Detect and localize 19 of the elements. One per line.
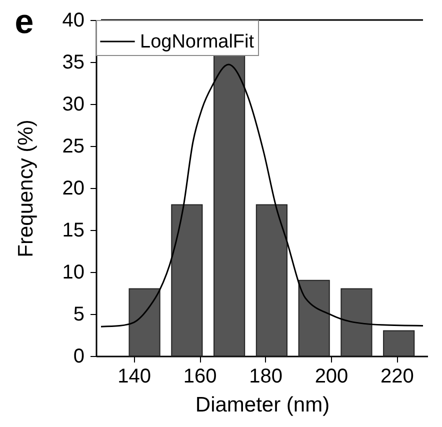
y-tick-label: 0 <box>73 346 84 368</box>
y-tick-label: 35 <box>62 52 84 74</box>
y-tick-label: 10 <box>62 262 84 284</box>
y-tick-label: 20 <box>62 178 84 200</box>
line-series <box>100 64 424 328</box>
y-tick-label: 15 <box>62 220 84 242</box>
y-tick-label: 25 <box>62 136 84 158</box>
y-axis-title: Frequency (%) <box>14 120 38 258</box>
x-tick-label: 200 <box>314 366 348 388</box>
x-tick-label: 160 <box>183 366 217 388</box>
x-axis-title: Diameter (nm) <box>195 394 330 416</box>
x-tick-label: 220 <box>380 366 414 388</box>
legend-label: LogNormalFit <box>140 32 255 52</box>
y-tick-label: 5 <box>73 304 84 326</box>
chart-title: e <box>14 3 34 41</box>
y-tick-label: 40 <box>62 10 84 32</box>
x-tick-label: 180 <box>249 366 282 388</box>
x-tick-label: 140 <box>118 366 152 388</box>
y-tick-label: 30 <box>62 94 84 116</box>
